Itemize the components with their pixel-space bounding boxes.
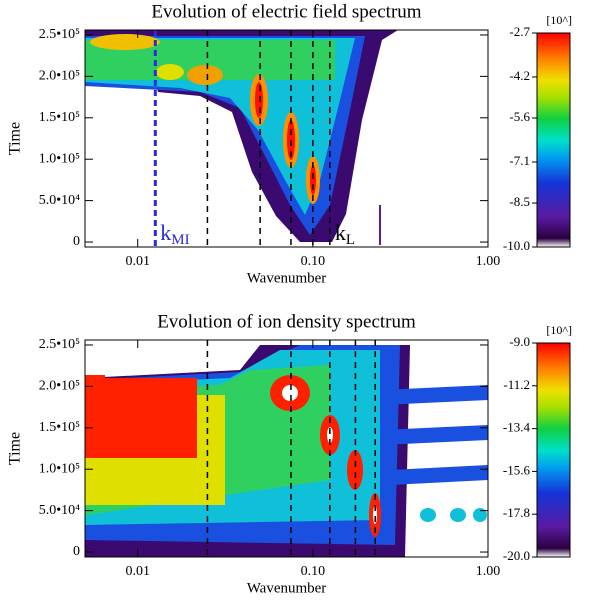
plot-frame xyxy=(84,339,489,558)
y-tick-label: 1.5•10⁵ xyxy=(39,420,80,435)
annotation: kMI xyxy=(160,220,189,248)
colorbar-tick-label: -2.7 xyxy=(509,24,530,39)
y-tick-label: 2.0•10⁵ xyxy=(39,379,80,394)
annotation-subscript: L xyxy=(346,232,355,248)
heatmap xyxy=(85,30,398,245)
y-axis-label: Time xyxy=(7,432,24,465)
heatmap xyxy=(85,345,488,557)
x-tick-label: 1.00 xyxy=(476,564,501,579)
y-tick-label: 1.5•10⁵ xyxy=(39,110,80,125)
colorbar xyxy=(536,342,571,558)
y-tick-label: 5.0•10⁴ xyxy=(39,193,80,208)
colorbar xyxy=(536,32,571,248)
colorbar-tick-label: -17.8 xyxy=(503,505,530,520)
annotation-subscript: MI xyxy=(171,232,189,248)
colorbar-tick-label: -7.1 xyxy=(509,153,530,168)
x-tick-label: 0.10 xyxy=(301,564,326,579)
chart-title: Evolution of electric field spectrum xyxy=(151,1,421,22)
annotation-symbol: k xyxy=(335,220,346,245)
y-axis-label: Time xyxy=(7,122,24,155)
y-tick-label: 0 xyxy=(73,544,80,559)
colorbar-tick-label: -13.4 xyxy=(503,420,531,435)
colorbar-tick-label: -4.2 xyxy=(509,68,530,83)
annotation-symbol: k xyxy=(160,220,171,245)
colorbar-tick-label: -20.0 xyxy=(503,548,530,563)
y-tick-label: 2.5•10⁵ xyxy=(39,27,80,42)
plot-frame xyxy=(84,29,489,248)
y-tick-label: 1.0•10⁵ xyxy=(39,461,80,476)
chart-title: Evolution of ion density spectrum xyxy=(157,311,416,332)
colorbar-label: [10^] xyxy=(546,323,572,337)
y-tick-label: 5.0•10⁴ xyxy=(39,503,80,518)
colorbar-tick-label: -9.0 xyxy=(509,334,530,349)
x-axis-label: Wavenumber xyxy=(247,580,327,596)
x-tick-label: 1.00 xyxy=(476,254,501,269)
x-axis-label: Wavenumber xyxy=(247,270,327,286)
annotation: kL xyxy=(335,220,355,248)
y-tick-label: 2.0•10⁵ xyxy=(39,69,80,84)
colorbar-tick-label: -11.2 xyxy=(503,377,530,392)
colorbar-tick-label: -8.5 xyxy=(509,194,530,209)
y-tick-label: 1.0•10⁵ xyxy=(39,151,80,166)
colorbar-tick-label: -15.6 xyxy=(503,462,531,477)
colorbar-label: [10^] xyxy=(546,13,572,27)
x-tick-label: 0.01 xyxy=(125,254,150,269)
y-tick-label: 0 xyxy=(73,234,80,249)
x-tick-label: 0.10 xyxy=(301,254,326,269)
colorbar-tick-label: -5.6 xyxy=(509,109,530,124)
y-tick-label: 2.5•10⁵ xyxy=(39,337,80,352)
x-tick-label: 0.01 xyxy=(125,564,150,579)
colorbar-tick-label: -10.0 xyxy=(503,238,530,253)
